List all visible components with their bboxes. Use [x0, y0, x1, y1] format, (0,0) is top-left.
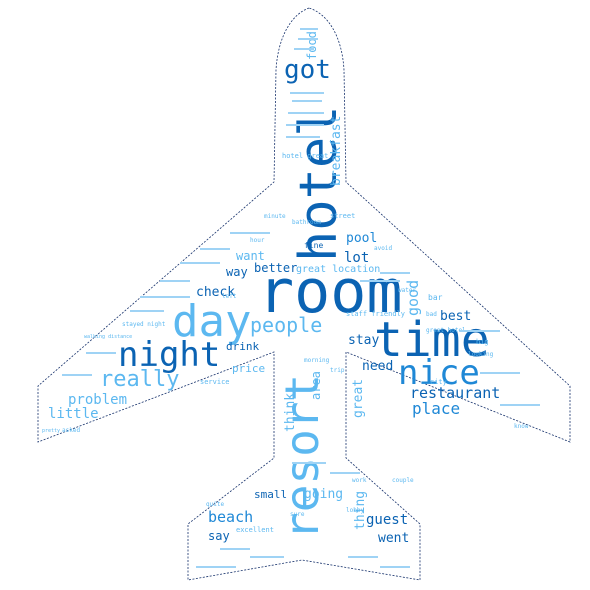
- word-food: food: [305, 31, 319, 60]
- word-hotel: hotel: [289, 105, 349, 262]
- word-hour: hour: [250, 237, 265, 244]
- word-hotel-great: hotel great: [282, 152, 328, 160]
- word-room: room: [258, 257, 403, 327]
- word-great: great: [351, 379, 366, 418]
- word-bathroom: bathroom: [292, 219, 321, 226]
- word-time: time: [374, 312, 490, 368]
- word-water: water: [398, 287, 416, 294]
- word-nice: nice: [398, 353, 480, 393]
- word-avoid: avoid: [374, 245, 392, 252]
- word-small: small: [254, 488, 287, 501]
- word-staff-friendly: staff friendly: [346, 310, 405, 318]
- word-drink: drink: [226, 340, 259, 353]
- word-sure: sure: [290, 511, 305, 518]
- word-need: need: [362, 359, 393, 374]
- word-beach: beach: [208, 508, 253, 526]
- word-got: got: [284, 55, 331, 85]
- word-stayed-night: stayed night: [122, 321, 166, 328]
- word-say: say: [208, 529, 230, 543]
- word-problem: problem: [68, 392, 127, 408]
- word-want: want: [236, 249, 265, 263]
- word-bad: bad: [426, 311, 437, 318]
- word-resort: resort: [275, 374, 329, 540]
- word-little: little: [48, 406, 99, 422]
- word-area: area: [309, 371, 323, 400]
- word-breakfast: breakfast: [329, 116, 344, 186]
- word-looking: looking: [468, 351, 494, 358]
- word-lobby: lobby: [346, 507, 364, 514]
- word-minute: minute: [264, 213, 286, 220]
- word-day: day: [172, 296, 251, 347]
- word-best: best: [440, 309, 471, 324]
- word-walking-distance: walking distance: [84, 334, 132, 340]
- word-check: check: [196, 285, 235, 300]
- word-think: think: [283, 393, 298, 432]
- word-morning: morning: [304, 357, 330, 364]
- word-great-hotel: great hotel: [426, 327, 466, 334]
- word-pretty: pretty: [42, 428, 60, 434]
- word-trip: trip: [330, 367, 345, 374]
- word-city: city: [430, 378, 447, 386]
- word-work: work: [352, 477, 367, 484]
- word-way: way: [226, 265, 248, 279]
- word-restaurant: restaurant: [410, 384, 500, 402]
- word-bar: bar: [428, 293, 443, 302]
- word-great-location: great location: [296, 264, 380, 275]
- word-going: going: [304, 487, 343, 502]
- airplane-outline: [37, 7, 571, 581]
- word-went: went: [378, 531, 409, 546]
- word-people: people: [250, 313, 322, 337]
- filler-tiny-words: [62, 28, 540, 568]
- word-place: place: [412, 399, 460, 418]
- word-night: night: [118, 335, 220, 375]
- word-better: better: [254, 261, 297, 275]
- word-quite: quite: [206, 501, 224, 508]
- word-service: service: [200, 378, 230, 386]
- word-price: price: [232, 362, 265, 375]
- word-really: really: [100, 367, 179, 392]
- word-know: know: [514, 423, 529, 430]
- word-good: good: [404, 280, 422, 316]
- word-thing: thing: [353, 491, 368, 530]
- word-fine: fine: [304, 241, 323, 250]
- word-asked: asked: [62, 427, 80, 434]
- word-guest: guest: [366, 512, 408, 528]
- word-pool: pool: [346, 231, 377, 246]
- word-big: big: [476, 338, 489, 346]
- word-couple: couple: [392, 477, 414, 484]
- word-street: street: [330, 212, 355, 220]
- word-left: left: [222, 293, 237, 300]
- word-lot: lot: [344, 250, 369, 266]
- word-excellent: excellent: [236, 526, 274, 534]
- word-stay: stay: [348, 333, 379, 348]
